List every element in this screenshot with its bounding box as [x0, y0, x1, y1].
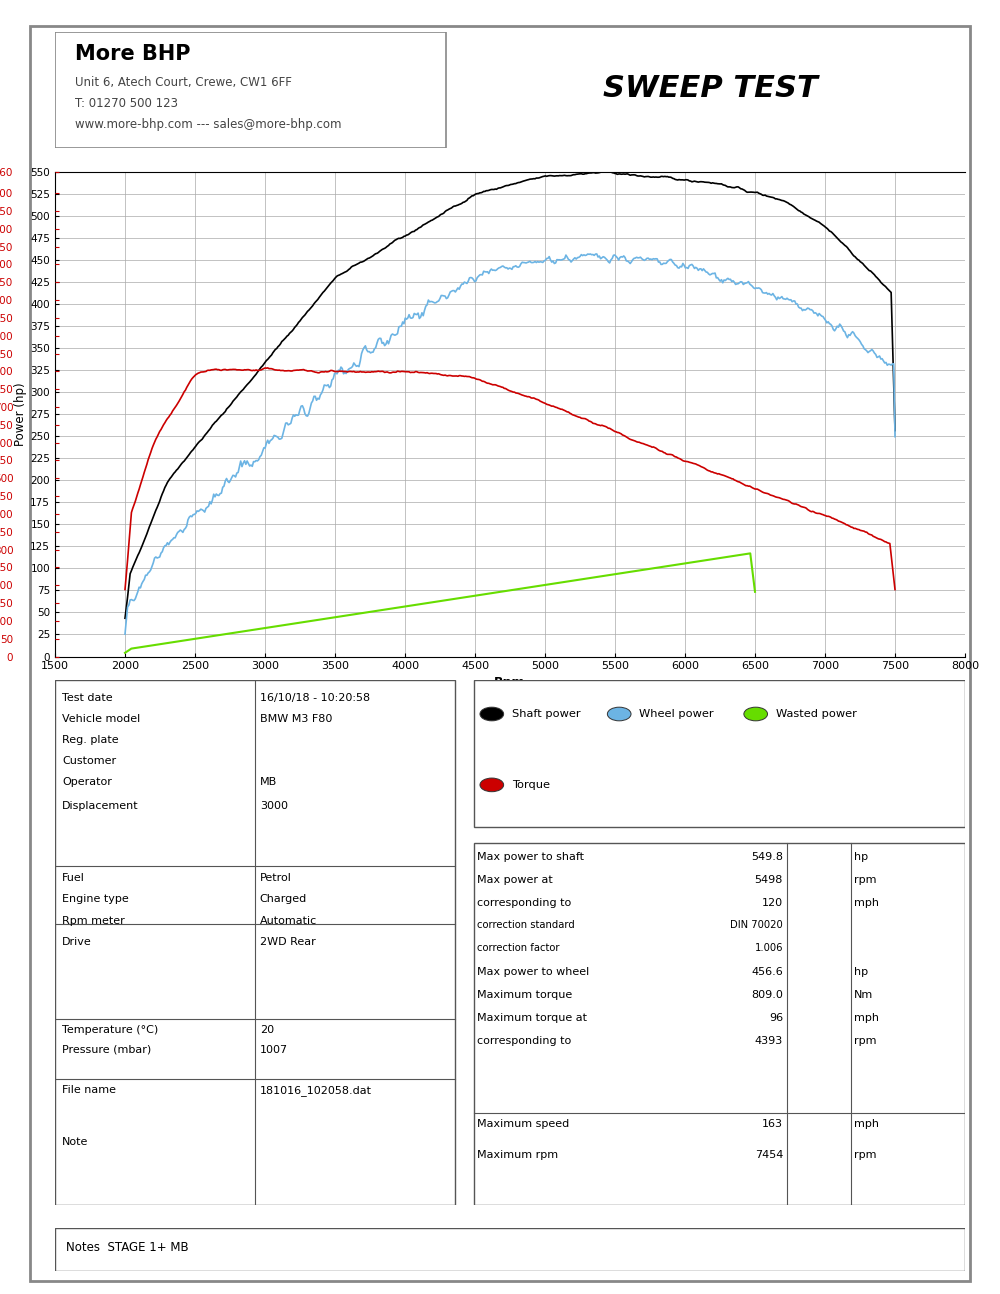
Text: Nm: Nm	[854, 990, 873, 1000]
Text: 1007: 1007	[260, 1044, 288, 1055]
Text: corresponding to: corresponding to	[477, 1036, 571, 1046]
FancyBboxPatch shape	[30, 26, 970, 1281]
Text: Rpm meter: Rpm meter	[62, 916, 125, 927]
FancyBboxPatch shape	[55, 1228, 965, 1271]
Text: 5498: 5498	[755, 875, 783, 885]
Text: rpm: rpm	[854, 1150, 876, 1159]
Y-axis label: Power (hp): Power (hp)	[14, 382, 27, 446]
Text: Max power to wheel: Max power to wheel	[477, 967, 589, 977]
Text: Reg. plate: Reg. plate	[62, 735, 119, 745]
Text: 20: 20	[260, 1025, 274, 1035]
Text: 1.006: 1.006	[755, 943, 783, 954]
Text: Test date: Test date	[62, 694, 113, 703]
Text: Shaft power: Shaft power	[512, 709, 580, 719]
Text: Drive: Drive	[62, 937, 92, 947]
Text: rpm: rpm	[854, 1036, 876, 1046]
Text: Pressure (mbar): Pressure (mbar)	[62, 1044, 152, 1055]
Text: Maximum rpm: Maximum rpm	[477, 1150, 558, 1159]
Text: 549.8: 549.8	[751, 851, 783, 862]
Circle shape	[607, 708, 631, 721]
Text: Automatic: Automatic	[260, 916, 317, 927]
Text: T: 01270 500 123: T: 01270 500 123	[75, 97, 178, 110]
Text: www.more-bhp.com --- sales@more-bhp.com: www.more-bhp.com --- sales@more-bhp.com	[75, 118, 342, 131]
Text: 181016_102058.dat: 181016_102058.dat	[260, 1086, 372, 1096]
Text: hp: hp	[854, 851, 868, 862]
Text: hp: hp	[854, 967, 868, 977]
Text: Maximum torque: Maximum torque	[477, 990, 572, 1000]
Text: 2WD Rear: 2WD Rear	[260, 937, 316, 947]
Text: BMW M3 F80: BMW M3 F80	[260, 714, 332, 725]
Text: Note: Note	[62, 1136, 89, 1146]
Text: Wasted power: Wasted power	[776, 709, 857, 719]
FancyBboxPatch shape	[55, 32, 446, 149]
Text: Fuel: Fuel	[62, 872, 85, 883]
Text: Maximum speed: Maximum speed	[477, 1119, 569, 1130]
Text: 16/10/18 - 10:20:58: 16/10/18 - 10:20:58	[260, 694, 370, 703]
Text: Engine type: Engine type	[62, 894, 129, 903]
Text: Customer: Customer	[62, 756, 116, 766]
Text: Max power at: Max power at	[477, 875, 553, 885]
Text: More BHP: More BHP	[75, 44, 191, 63]
Text: Notes  STAGE 1+ MB: Notes STAGE 1+ MB	[66, 1241, 189, 1254]
Text: File name: File name	[62, 1086, 116, 1095]
Text: SWEEP TEST: SWEEP TEST	[603, 74, 818, 102]
Text: 120: 120	[762, 898, 783, 908]
Text: Temperature (°C): Temperature (°C)	[62, 1025, 159, 1035]
Text: Max power to shaft: Max power to shaft	[477, 851, 584, 862]
Text: Petrol: Petrol	[260, 872, 292, 883]
Text: DIN 70020: DIN 70020	[730, 920, 783, 930]
FancyBboxPatch shape	[55, 679, 455, 1205]
Text: mph: mph	[854, 898, 879, 908]
Text: mph: mph	[854, 1013, 879, 1022]
Text: Torque: Torque	[512, 780, 550, 789]
Circle shape	[480, 778, 504, 792]
Text: Operator: Operator	[62, 776, 112, 787]
Text: 4393: 4393	[755, 1036, 783, 1046]
Text: corresponding to: corresponding to	[477, 898, 571, 908]
Text: 456.6: 456.6	[751, 967, 783, 977]
FancyBboxPatch shape	[474, 679, 965, 827]
Text: Maximum torque at: Maximum torque at	[477, 1013, 587, 1022]
Text: 7454: 7454	[755, 1150, 783, 1159]
Circle shape	[480, 708, 504, 721]
Text: 163: 163	[762, 1119, 783, 1130]
Text: 3000: 3000	[260, 801, 288, 810]
Text: MB: MB	[260, 776, 277, 787]
X-axis label: Rpm: Rpm	[494, 675, 526, 688]
Text: 809.0: 809.0	[751, 990, 783, 1000]
Circle shape	[744, 708, 768, 721]
Text: rpm: rpm	[854, 875, 876, 885]
Text: Unit 6, Atech Court, Crewe, CW1 6FF: Unit 6, Atech Court, Crewe, CW1 6FF	[75, 76, 292, 89]
FancyBboxPatch shape	[474, 842, 965, 1205]
Text: Displacement: Displacement	[62, 801, 139, 810]
Text: 96: 96	[769, 1013, 783, 1022]
Text: Wheel power: Wheel power	[639, 709, 714, 719]
Text: Charged: Charged	[260, 894, 307, 903]
Text: mph: mph	[854, 1119, 879, 1130]
Text: correction factor: correction factor	[477, 943, 560, 954]
Text: Vehicle model: Vehicle model	[62, 714, 141, 725]
Text: correction standard: correction standard	[477, 920, 575, 930]
